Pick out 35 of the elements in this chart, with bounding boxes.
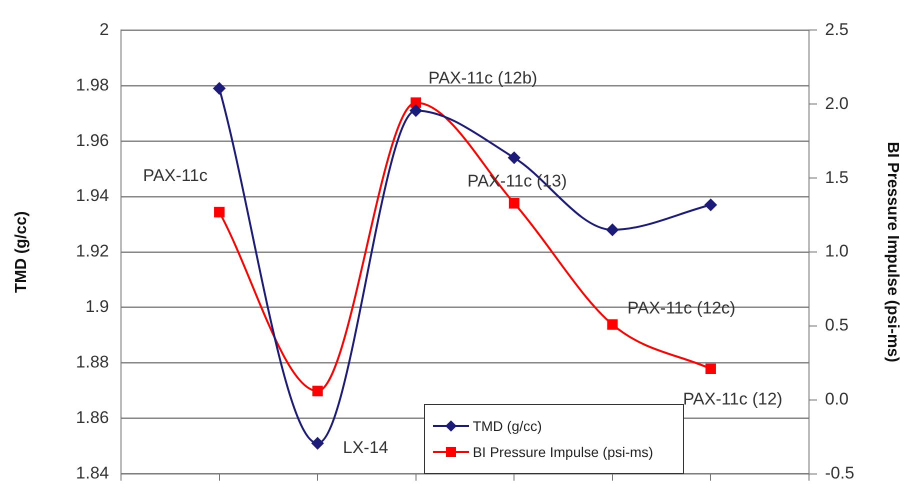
point — [508, 152, 520, 164]
point — [508, 198, 520, 208]
y-tick-label: 1.94 — [76, 186, 109, 206]
point — [705, 364, 716, 374]
y-axis-title: TMD (g/cc) — [13, 211, 30, 293]
y2-tick-label: -0.5 — [825, 463, 854, 482]
annotation: LX-14 — [342, 438, 388, 457]
y-tick-label: 1.98 — [76, 75, 109, 94]
y-tick-label: 1.92 — [76, 242, 109, 261]
annotation: PAX-11c (12b) — [428, 68, 538, 88]
y-tick-label: 1.96 — [76, 130, 109, 150]
point — [312, 386, 323, 396]
y2-tick-label: 0.5 — [825, 316, 849, 335]
y-tick-label: 1.86 — [76, 408, 109, 428]
y2-tick-label: 2.5 — [825, 20, 849, 39]
legend-label: BI Pressure Impulse (psi-ms) — [472, 444, 654, 460]
point — [214, 206, 225, 218]
y-tick-label: 1.88 — [76, 352, 109, 372]
y2-tick-label: 2.0 — [825, 94, 849, 113]
point — [607, 319, 618, 330]
y2-tick-label: 1.5 — [825, 168, 849, 187]
annotation: PAX-11c (12) — [682, 390, 782, 409]
y-tick-label: 1.84 — [76, 463, 109, 482]
point — [704, 198, 717, 211]
point — [312, 437, 324, 450]
y2-axis-title: BI Pressure Impulse (psi-ms) — [884, 142, 901, 362]
legend-label: TMD (g/cc) — [472, 418, 542, 434]
point — [410, 104, 422, 117]
point — [213, 82, 226, 94]
annotation: PAX-11c — [142, 166, 208, 186]
y2-tick-label: 1.0 — [825, 242, 849, 261]
point — [606, 224, 618, 236]
y2-tick-label: 0.0 — [825, 390, 849, 409]
y-tick-label: 2 — [100, 20, 109, 39]
y-tick-label: 1.9 — [85, 297, 109, 316]
